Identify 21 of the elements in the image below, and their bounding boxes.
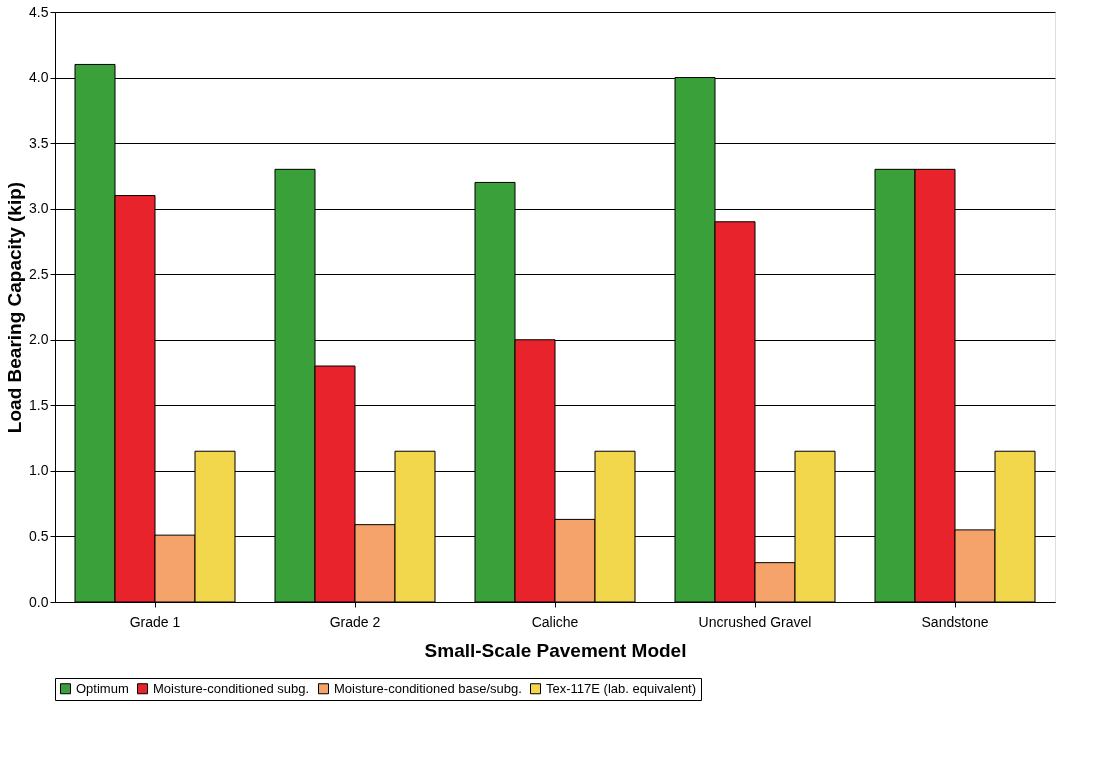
x-tick-label: Grade 1 <box>129 613 181 630</box>
x-tick-label: Sandstone <box>921 613 989 630</box>
y-tick-label: 4.0 <box>29 69 49 86</box>
legend-label: Moisture-conditioned base/subg. <box>334 680 522 696</box>
legend-label: Optimum <box>76 680 129 696</box>
y-tick-label: 3.0 <box>29 200 49 217</box>
legend-label: Moisture-conditioned subg. <box>153 680 310 696</box>
x-tick-label: Caliche <box>531 613 579 630</box>
y-tick-label: 0.5 <box>29 527 49 544</box>
x-tick-label: Uncrushed Gravel <box>698 613 812 630</box>
y-axis-title: Load Bearing Capacity (kip) <box>4 181 26 434</box>
y-tick-label: 1.0 <box>29 462 49 479</box>
y-tick-label: 4.5 <box>29 3 49 20</box>
y-tick-label: 2.0 <box>29 331 49 348</box>
x-axis-title: Small-Scale Pavement Model <box>424 639 687 661</box>
legend-label: Tex-117E (lab. equivalent) <box>546 680 697 696</box>
y-tick-label: 2.5 <box>29 265 49 282</box>
y-tick-label: 0.0 <box>29 593 49 610</box>
y-tick-label: 1.5 <box>29 396 49 413</box>
y-tick-label: 3.5 <box>29 134 49 151</box>
x-tick-label: Grade 2 <box>329 613 381 630</box>
